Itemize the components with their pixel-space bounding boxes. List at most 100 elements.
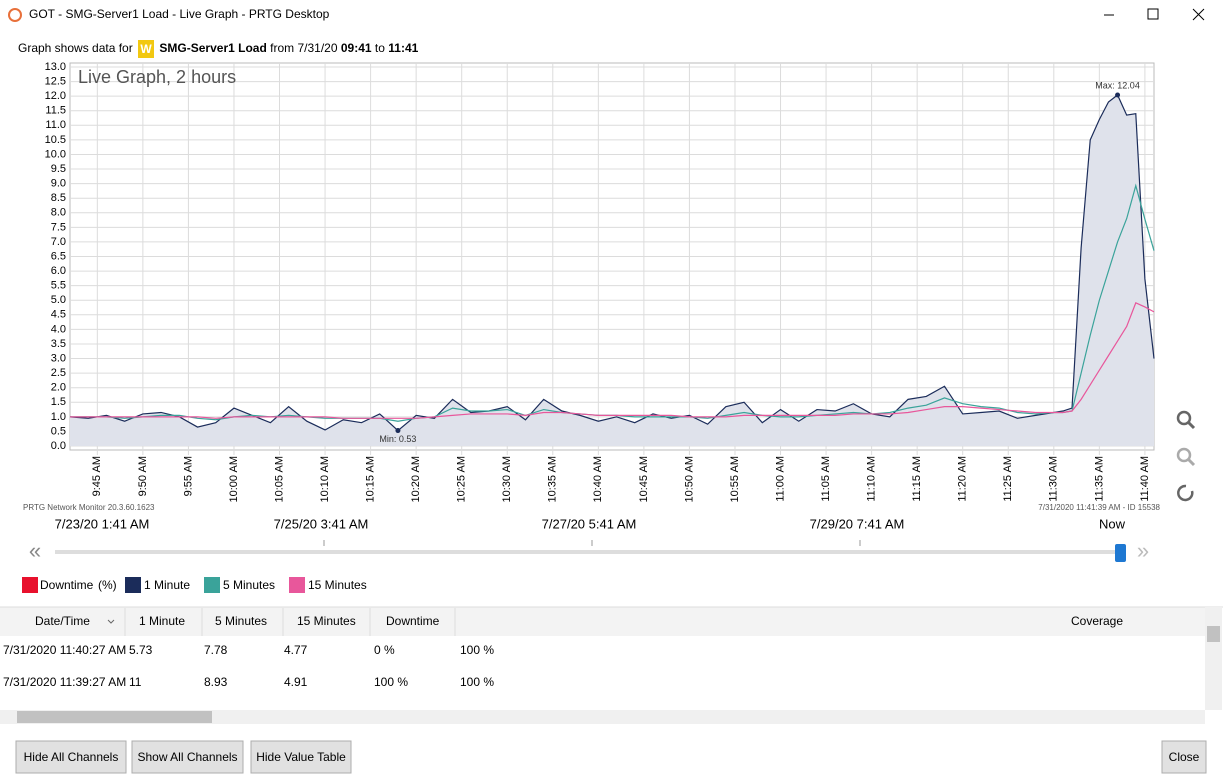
header-start: 09:41: [340, 41, 372, 55]
status-badge: W: [138, 39, 155, 58]
timeline-label: 7/25/20 3:41 AM: [274, 516, 369, 531]
header-prefix: Graph shows data for: [18, 41, 133, 55]
app-icon: [8, 8, 22, 22]
button-label[interactable]: Close: [1169, 750, 1200, 764]
y-tick-label: 6.0: [51, 265, 66, 277]
y-tick-label: 10.5: [45, 134, 66, 146]
legend-label: 1 Minute: [144, 578, 190, 592]
x-tick-label: 10:05 AM: [273, 456, 285, 502]
timeline-label: 7/27/20 5:41 AM: [542, 516, 637, 531]
column-header: 5 Minutes: [215, 614, 267, 628]
footer-version: PRTG Network Monitor 20.3.60.1623: [23, 503, 155, 512]
x-tick-label: 11:00 AM: [774, 456, 786, 502]
table-cell: 100 %: [374, 675, 408, 689]
legend-label: Downtime: [40, 578, 94, 592]
button[interactable]: [15, 740, 127, 774]
horizontal-scroll-thumb[interactable]: [17, 711, 212, 723]
scroll-right[interactable]: »: [1137, 538, 1149, 563]
zoom-out[interactable]: [1176, 447, 1196, 467]
horizontal-scrollbar[interactable]: [0, 710, 1205, 724]
column-header: Coverage: [1071, 614, 1123, 628]
table-cell: 5.73: [129, 643, 153, 657]
y-tick-label: 0.5: [51, 425, 66, 437]
timeline-label: 7/29/20 7:41 AM: [810, 516, 905, 531]
zoom-in[interactable]: [1176, 410, 1196, 430]
vertical-scrollbar[interactable]: [1205, 607, 1222, 710]
y-tick-label: 6.5: [51, 250, 66, 262]
y-tick-label: 13.0: [45, 61, 66, 73]
timeline-handle[interactable]: [1115, 544, 1126, 562]
table-cell: 7.78: [204, 643, 228, 657]
button[interactable]: [1161, 740, 1207, 774]
column-header: Downtime: [386, 614, 440, 628]
extreme-marker: [1115, 92, 1121, 98]
window-title: GOT - SMG-Server1 Load - Live Graph - PR…: [29, 7, 330, 21]
table-cell: 4.77: [284, 643, 308, 657]
table-cell: 11: [129, 675, 142, 689]
x-tick-label: 9:50 AM: [137, 456, 149, 496]
footer-timestamp: 7/31/2020 11:41:39 AM - ID 15538: [1038, 503, 1160, 512]
legend-label: 5 Minutes: [223, 578, 275, 592]
button-bar: Hide All Channels Show All Channels Hide V…: [15, 740, 1207, 774]
x-tick-label: 11:30 AM: [1048, 456, 1060, 502]
y-tick-label: 4.0: [51, 323, 66, 335]
timeline-label: 7/23/20 1:41 AM: [55, 516, 150, 531]
vertical-scroll-thumb[interactable]: [1207, 626, 1220, 642]
header-to: to: [374, 41, 385, 55]
y-tick-label: 1.0: [51, 411, 66, 423]
annotation: Min: 0.53: [379, 434, 416, 444]
sensor-name: SMG-Server1 Load: [159, 41, 267, 55]
header-end: 11:41: [388, 41, 419, 55]
legend-swatch: [289, 577, 305, 593]
table-cell: 100 %: [460, 643, 494, 657]
y-tick-label: 4.5: [51, 309, 66, 321]
scroll-left[interactable]: «: [29, 538, 41, 563]
y-tick-label: 0.0: [51, 440, 66, 452]
x-tick-label: 10:35 AM: [547, 456, 559, 502]
column-header: 1 Minute: [139, 614, 185, 628]
table-header: [0, 607, 1205, 636]
x-tick-label: 11:40 AM: [1139, 456, 1151, 502]
x-tick-label: 10:40 AM: [592, 456, 604, 502]
annotation: Max: 12.04: [1095, 80, 1140, 90]
y-tick-label: 11.5: [45, 105, 66, 117]
y-tick-label: 1.5: [51, 396, 66, 408]
y-tick-label: 12.5: [45, 75, 66, 87]
refresh[interactable]: [1177, 484, 1194, 502]
x-tick-label: 10:20 AM: [410, 456, 422, 502]
plot: 0.0 0.5 1.0 1.5 2.0 2.5 3.0 3.5 4.0 4.5 5.0 5.5 6.0 6…: [45, 61, 1155, 502]
sort-indicator: [107, 619, 115, 624]
x-tick-label: 10:50 AM: [683, 456, 695, 502]
x-tick-label: 11:35 AM: [1093, 456, 1105, 502]
x-tick-label: 10:55 AM: [729, 456, 741, 502]
legend-swatch: [22, 577, 38, 593]
y-tick-label: 9.0: [51, 178, 66, 190]
legend-unit: (%): [98, 578, 117, 592]
legend-label: 15 Minutes: [308, 578, 367, 592]
button-label[interactable]: Hide Value Table: [256, 750, 346, 764]
y-tick-label: 5.0: [51, 294, 66, 306]
y-tick-label: 7.0: [51, 236, 66, 248]
y-tick-label: 8.0: [51, 207, 66, 219]
graph-header: Graph shows data for W SMG-Server1 Load …: [18, 38, 418, 58]
button[interactable]: [250, 740, 352, 774]
x-tick-label: 11:10 AM: [866, 456, 878, 502]
table-cell: 7/31/2020 11:40:27 AM: [3, 643, 126, 657]
table-cell: 0 %: [374, 643, 395, 657]
legend-swatch: [204, 577, 220, 593]
maximize-button[interactable]: [1147, 8, 1159, 20]
x-tick-label: 11:15 AM: [911, 456, 923, 502]
button-label[interactable]: Show All Channels: [137, 750, 237, 764]
y-tick-label: 10.0: [45, 148, 66, 160]
close-window-button[interactable]: [1192, 8, 1205, 21]
button-label[interactable]: Hide All Channels: [24, 750, 119, 764]
y-tick-label: 3.5: [51, 338, 66, 350]
button[interactable]: [131, 740, 244, 774]
legend-swatch: [125, 577, 141, 593]
extreme-marker: [395, 428, 401, 434]
y-tick-label: 2.5: [51, 367, 66, 379]
x-tick-label: 11:25 AM: [1002, 456, 1014, 502]
legend: Downtime (%) 1 Minute 5 Minutes 15 Minutes: [22, 577, 367, 593]
